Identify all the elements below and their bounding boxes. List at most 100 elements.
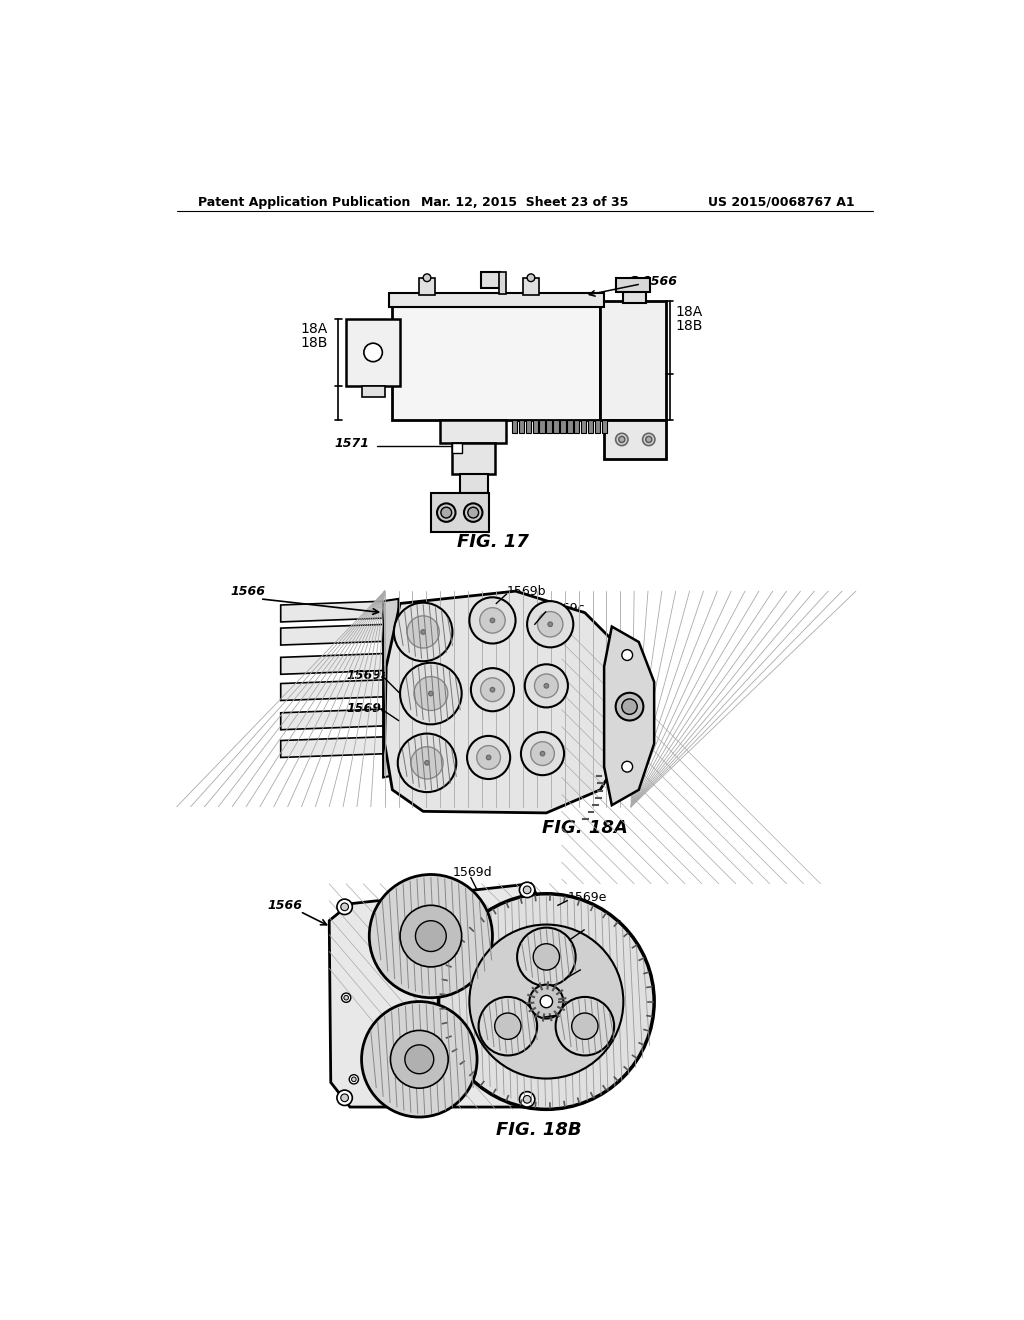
- Bar: [361, 387, 385, 397]
- Polygon shape: [281, 601, 385, 622]
- Polygon shape: [330, 884, 558, 1107]
- Bar: [392, 301, 600, 420]
- Text: 1569a: 1569a: [346, 669, 389, 682]
- Bar: [419, 277, 435, 294]
- Circle shape: [404, 1045, 434, 1073]
- Text: 18B: 18B: [300, 337, 328, 350]
- Circle shape: [468, 507, 478, 517]
- Text: 1569d: 1569d: [453, 866, 493, 879]
- Text: 1569e: 1569e: [568, 891, 607, 904]
- Text: Mar. 12, 2015  Sheet 23 of 35: Mar. 12, 2015 Sheet 23 of 35: [421, 195, 629, 209]
- Circle shape: [618, 437, 625, 442]
- Circle shape: [464, 503, 482, 521]
- Circle shape: [521, 733, 564, 775]
- Text: 1569e: 1569e: [556, 1007, 596, 1019]
- Polygon shape: [281, 709, 385, 730]
- Circle shape: [519, 1092, 535, 1107]
- Circle shape: [517, 928, 575, 986]
- Bar: [499, 272, 506, 294]
- Circle shape: [370, 874, 493, 998]
- Text: US 2015/0068767 A1: US 2015/0068767 A1: [708, 195, 854, 209]
- Circle shape: [351, 1077, 356, 1081]
- Circle shape: [534, 944, 559, 970]
- Circle shape: [529, 985, 563, 1019]
- Circle shape: [397, 734, 457, 792]
- Circle shape: [416, 921, 446, 952]
- Text: FIG. 18B: FIG. 18B: [496, 1121, 582, 1139]
- Bar: [431, 494, 488, 532]
- Text: 18A: 18A: [675, 305, 702, 319]
- Circle shape: [413, 883, 418, 887]
- Circle shape: [467, 737, 510, 779]
- Bar: [518, 420, 524, 433]
- Circle shape: [400, 663, 462, 725]
- Circle shape: [548, 622, 553, 627]
- Circle shape: [364, 343, 382, 362]
- Circle shape: [423, 275, 431, 281]
- Bar: [512, 420, 517, 433]
- Text: 18A: 18A: [300, 322, 328, 337]
- Text: 1566: 1566: [267, 899, 303, 912]
- Circle shape: [523, 886, 531, 894]
- Bar: [532, 420, 538, 433]
- Circle shape: [541, 995, 553, 1007]
- Bar: [523, 277, 539, 294]
- Bar: [547, 420, 552, 433]
- Bar: [602, 420, 607, 433]
- Circle shape: [480, 607, 505, 634]
- Circle shape: [411, 880, 420, 890]
- Circle shape: [527, 601, 573, 647]
- Circle shape: [490, 618, 495, 623]
- Circle shape: [523, 1096, 531, 1104]
- Text: FIG. 17: FIG. 17: [457, 533, 528, 550]
- Circle shape: [478, 997, 538, 1056]
- Circle shape: [519, 882, 535, 898]
- Circle shape: [437, 503, 456, 521]
- Circle shape: [361, 1002, 477, 1117]
- Circle shape: [490, 688, 495, 692]
- Circle shape: [432, 1101, 441, 1110]
- Bar: [567, 420, 572, 433]
- Circle shape: [629, 277, 641, 289]
- Polygon shape: [281, 653, 385, 675]
- Bar: [581, 420, 587, 433]
- Bar: [481, 272, 500, 288]
- Bar: [604, 420, 666, 459]
- Circle shape: [469, 924, 624, 1078]
- Circle shape: [421, 630, 425, 635]
- Circle shape: [337, 899, 352, 915]
- Circle shape: [349, 1074, 358, 1084]
- Text: FIG. 18A: FIG. 18A: [542, 820, 628, 837]
- Text: 1573: 1573: [581, 961, 612, 973]
- Bar: [560, 420, 565, 433]
- Text: 1569a: 1569a: [346, 702, 389, 715]
- Polygon shape: [604, 627, 654, 805]
- Circle shape: [414, 677, 447, 710]
- Circle shape: [524, 664, 568, 708]
- Text: Patent Application Publication: Patent Application Publication: [199, 195, 411, 209]
- Text: 1571: 1571: [335, 437, 370, 450]
- Circle shape: [622, 700, 637, 714]
- Circle shape: [571, 1012, 598, 1039]
- Circle shape: [469, 597, 515, 644]
- Circle shape: [477, 746, 501, 770]
- Text: 1566: 1566: [230, 585, 265, 598]
- Bar: [460, 474, 487, 494]
- Circle shape: [400, 906, 462, 966]
- Polygon shape: [383, 599, 398, 777]
- Circle shape: [341, 903, 348, 911]
- Bar: [388, 293, 604, 308]
- Circle shape: [643, 433, 655, 446]
- Circle shape: [646, 437, 652, 442]
- Bar: [540, 420, 545, 433]
- Circle shape: [390, 1031, 449, 1088]
- Circle shape: [341, 1094, 348, 1102]
- Text: 18B: 18B: [675, 319, 702, 333]
- Circle shape: [622, 762, 633, 772]
- Circle shape: [622, 649, 633, 660]
- Circle shape: [344, 995, 348, 1001]
- Bar: [453, 444, 495, 474]
- Circle shape: [441, 507, 452, 517]
- Circle shape: [538, 611, 563, 638]
- Circle shape: [408, 616, 439, 648]
